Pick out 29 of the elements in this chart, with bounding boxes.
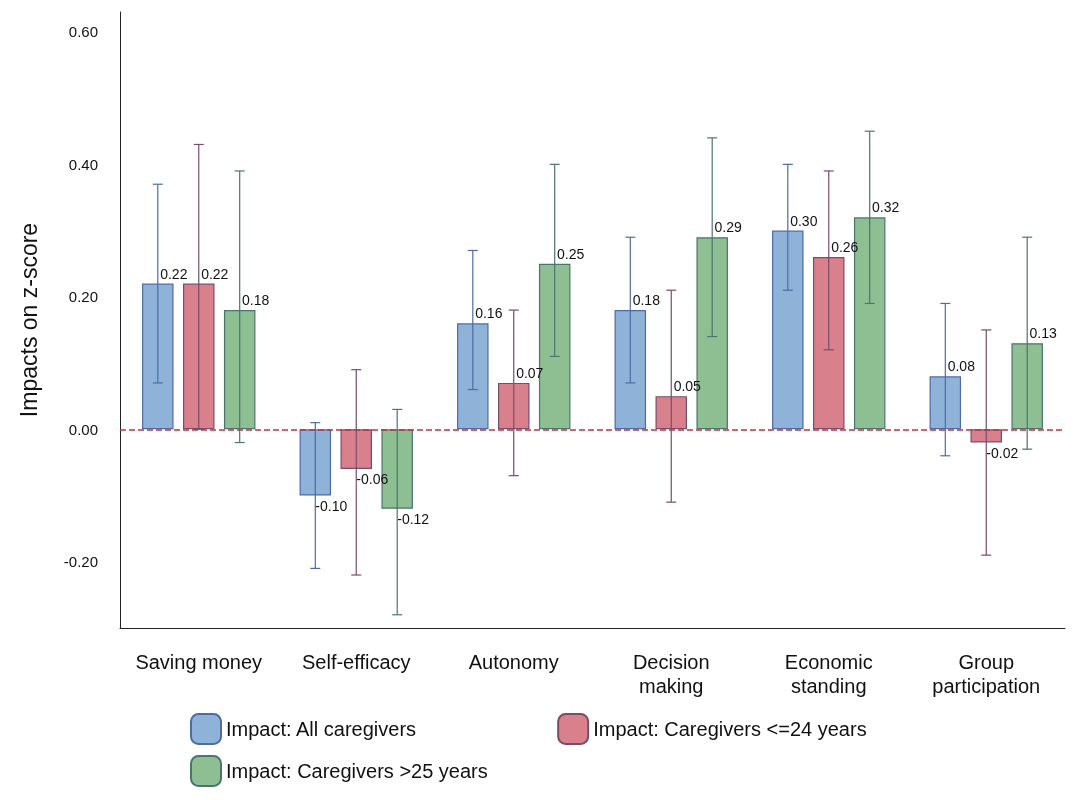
- x-tick-label: Autonomy: [468, 651, 559, 673]
- legend-label: Impact: Caregivers <=24 years: [593, 718, 867, 740]
- x-tick-label: Saving money: [135, 651, 263, 673]
- x-tick-label: Group participation: [932, 651, 1041, 697]
- x-tick-label: Economic standing: [784, 651, 873, 697]
- y-axis-title: Impacts on z-score: [15, 222, 42, 418]
- data-label: 0.08: [947, 358, 976, 375]
- data-label: -0.12: [397, 510, 430, 527]
- x-tick-label: Self-efficacy: [301, 651, 411, 673]
- data-label: 0.18: [632, 292, 661, 309]
- data-label: -0.02: [986, 444, 1019, 461]
- x-tick-label: Decision making: [632, 651, 710, 697]
- data-label: 0.25: [557, 245, 585, 262]
- data-label: 0.13: [1029, 325, 1058, 342]
- data-label: -0.10: [315, 497, 348, 514]
- y-tick-label: -0.20: [63, 553, 98, 571]
- data-label: 0.30: [790, 212, 818, 229]
- y-tick-label: 0.00: [68, 420, 98, 438]
- data-label: 0.16: [475, 305, 503, 322]
- y-tick-label: 0.60: [68, 23, 98, 41]
- legend-label: Impact: All caregivers: [226, 718, 417, 740]
- y-tick-label: 0.40: [68, 155, 98, 173]
- data-label: 0.32: [872, 199, 900, 216]
- data-label: 0.22: [201, 265, 229, 282]
- data-label: 0.22: [160, 265, 188, 282]
- legend-label: Impact: Caregivers >25 years: [226, 760, 488, 782]
- data-label: 0.18: [242, 292, 270, 309]
- y-tick-label: 0.20: [68, 288, 98, 306]
- data-label: 0.29: [714, 219, 743, 236]
